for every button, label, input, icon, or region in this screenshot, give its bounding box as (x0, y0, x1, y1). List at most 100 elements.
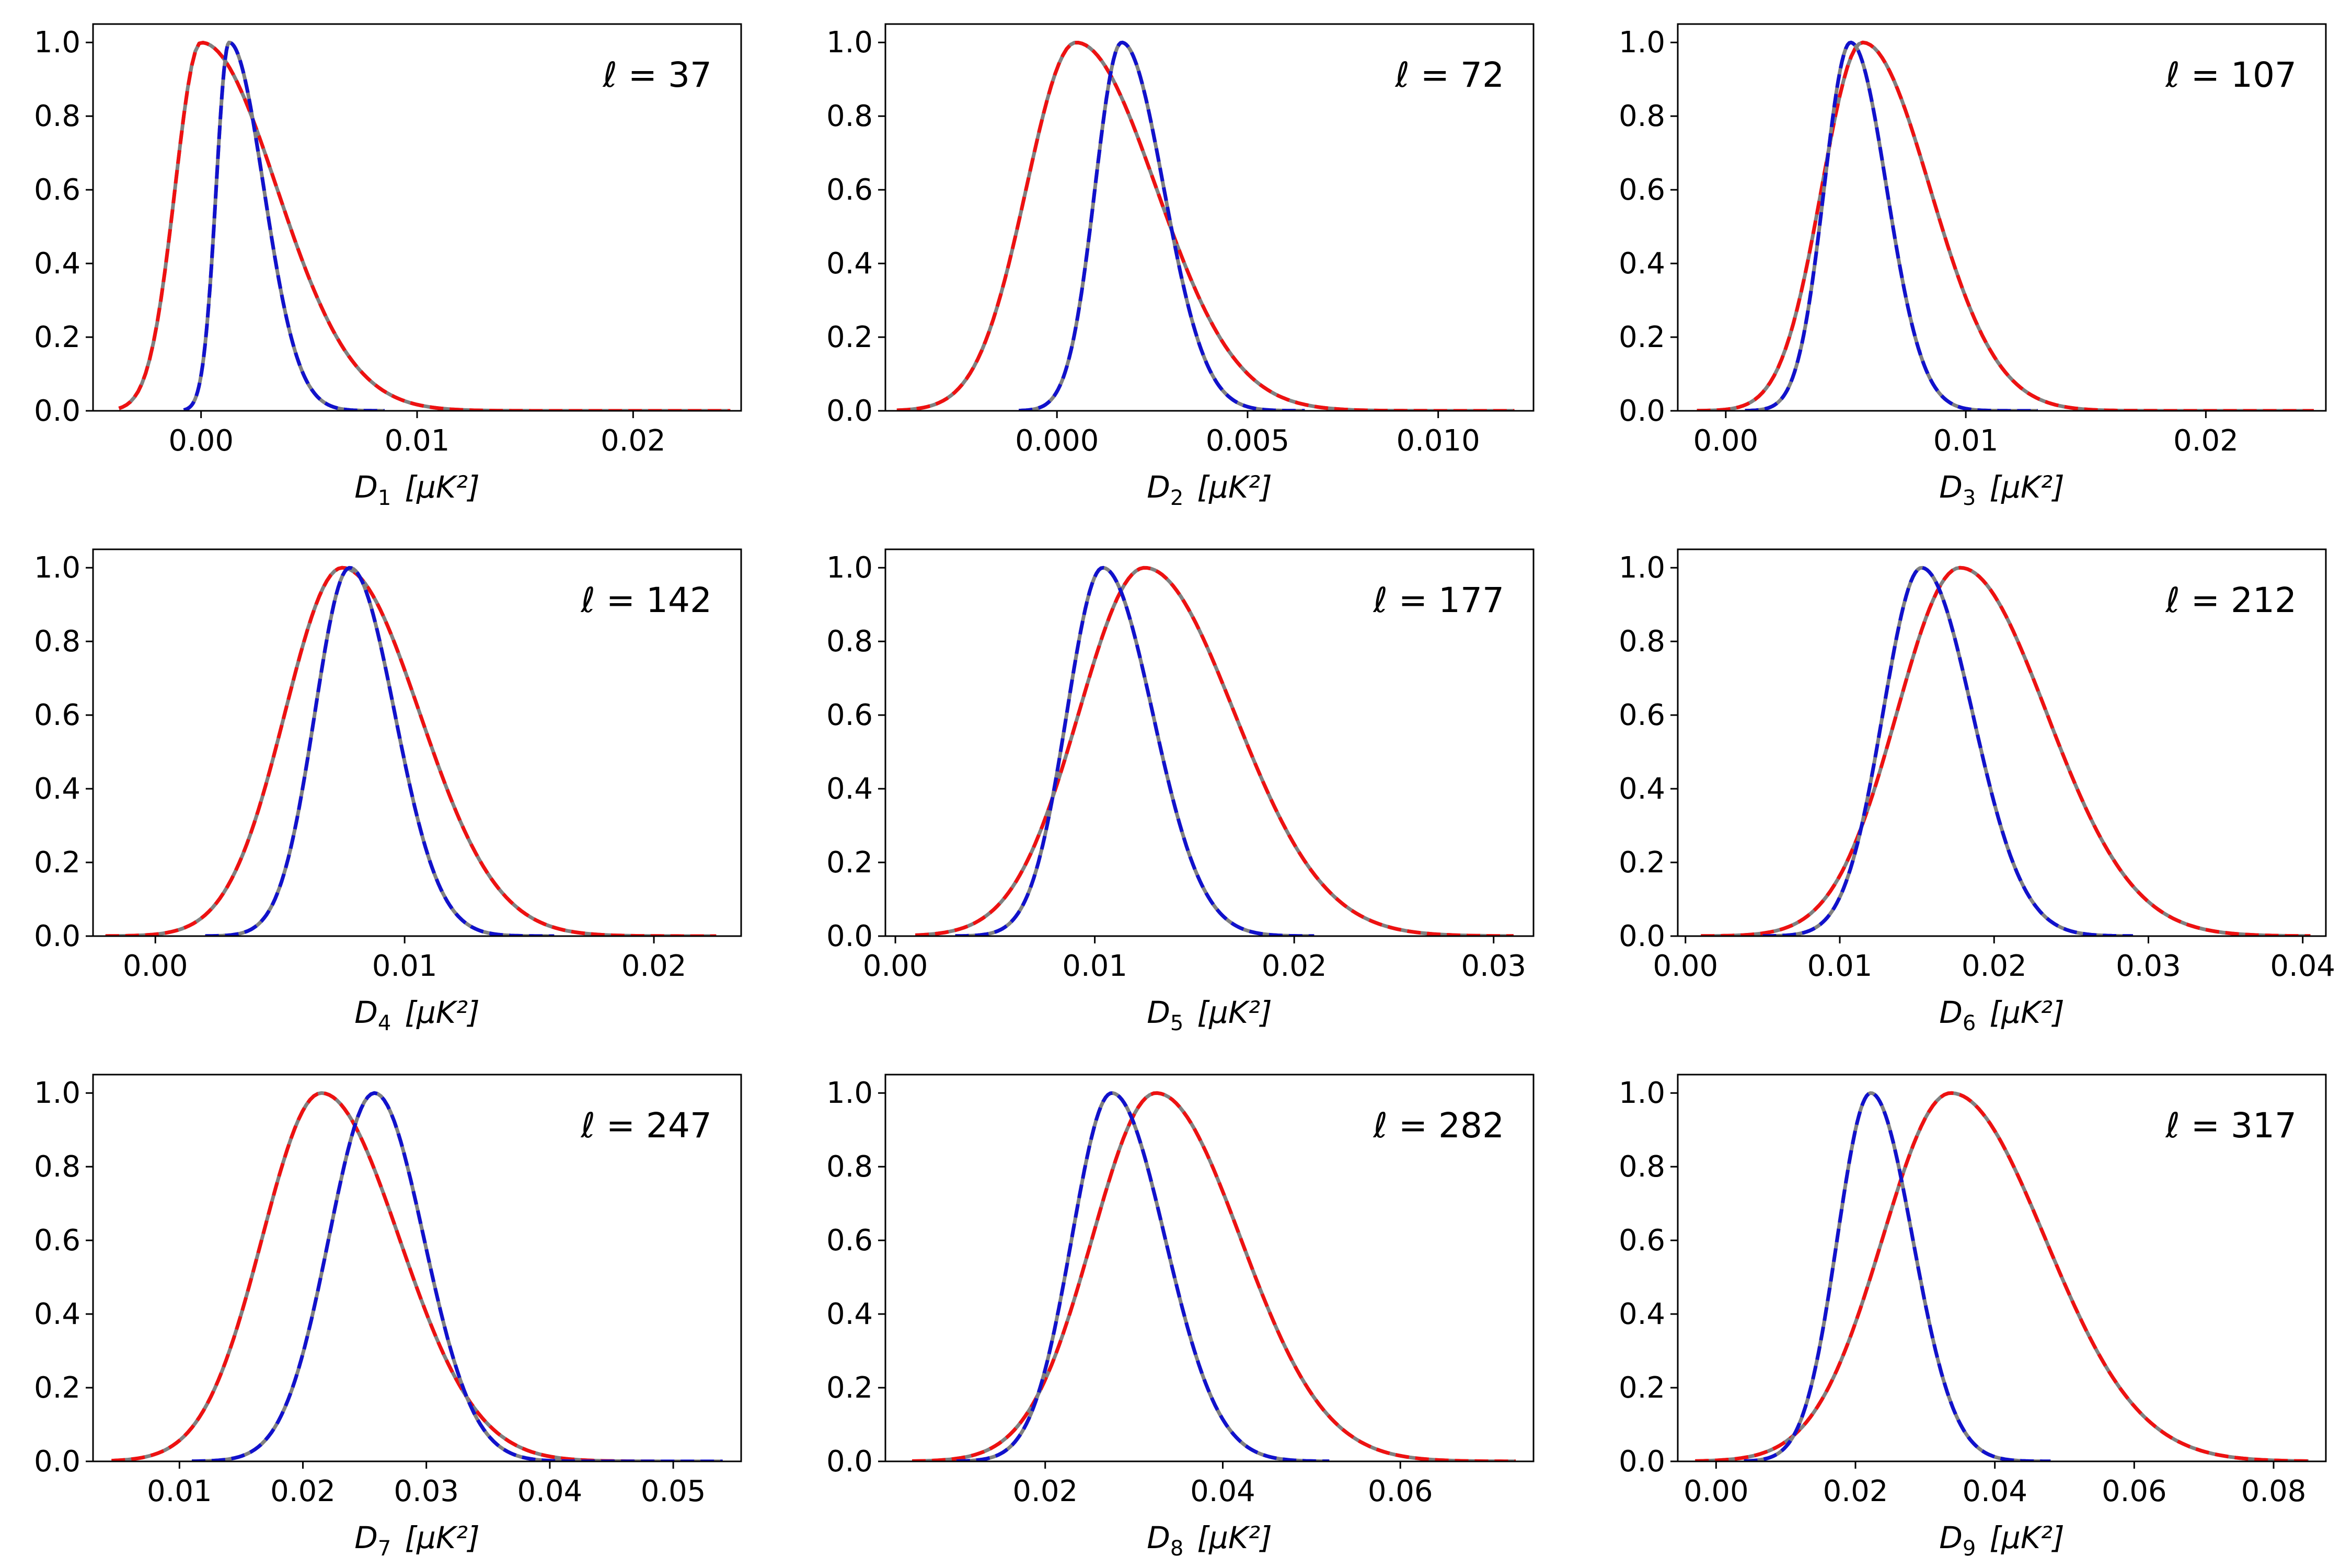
y-tick-label: 0.4 (34, 772, 80, 806)
x-axis-label: D7 [μK²] (354, 1520, 480, 1561)
x-tick-label: 0.06 (1368, 1474, 1433, 1508)
y-tick-label: 0.8 (826, 1150, 873, 1184)
multipole-label: ℓ = 72 (1394, 55, 1504, 95)
y-tick-label: 0.6 (1619, 173, 1665, 207)
y-tick-label: 0.4 (34, 1297, 80, 1331)
multipole-label: ℓ = 142 (581, 580, 712, 620)
y-tick-label: 1.0 (1619, 26, 1665, 60)
y-tick-label: 0.2 (1619, 320, 1665, 354)
series-line-1 (896, 41, 1515, 411)
x-tick-label: 0.010 (1396, 424, 1480, 458)
chart-panel-6: 0.0 0.2 0.4 0.6 0.8 1.0 0.00 0.01 0.02 0.03 0.04 D6… (1619, 548, 2335, 1035)
series-line-1 (118, 41, 731, 411)
y-tick-label: 1.0 (1619, 551, 1665, 585)
plot-frame (92, 1074, 742, 1462)
x-tick-label: 0.02 (1262, 949, 1327, 983)
x-tick-label: 0.04 (2270, 949, 2335, 983)
series-group (1701, 566, 2311, 936)
series-line-3 (1019, 40, 1305, 411)
x-axis-label: D1 [μK²] (354, 469, 480, 510)
multipole-label: ℓ = 177 (1373, 580, 1505, 620)
chart-panel-5: 0.0 0.2 0.4 0.6 0.8 1.0 0.00 0.01 0.02 0.03 D5 [μK²… (826, 548, 1535, 1035)
y-tick-label: 1.0 (34, 1076, 80, 1110)
plot-frame (1677, 1074, 2327, 1462)
x-tick-label: 0.04 (1190, 1474, 1255, 1508)
x-tick-label: 0.00 (123, 949, 188, 983)
x-tick-label: 0.000 (1015, 424, 1099, 458)
y-tick-label: 0.2 (34, 1371, 80, 1405)
y-tick-label: 0.8 (826, 99, 873, 133)
plot-frame (884, 1074, 1535, 1462)
y-tick-label: 0.2 (34, 320, 80, 354)
x-axis-label: D8 [μK²] (1147, 1520, 1272, 1561)
y-tick-label: 0.4 (826, 247, 873, 281)
x-tick-label: 0.01 (1807, 949, 1873, 983)
series-line-2 (1697, 40, 2314, 411)
multipole-label: ℓ = 282 (1373, 1105, 1505, 1146)
chart-panel-2: 0.0 0.2 0.4 0.6 0.8 1.0 0.000 0.005 0.010 D2 [μK²]… (826, 23, 1535, 510)
x-tick-label: 0.02 (1823, 1474, 1888, 1508)
series-group (105, 566, 717, 936)
multipole-label: ℓ = 212 (2165, 580, 2297, 620)
y-tick-label: 1.0 (826, 1076, 873, 1110)
chart-panel-4: 0.0 0.2 0.4 0.6 0.8 1.0 0.00 0.01 0.02 D4 [μK²] ℓ =… (34, 548, 742, 1035)
series-line-1 (111, 1091, 723, 1461)
chart-panel-8: 0.0 0.2 0.4 0.6 0.8 1.0 0.02 0.04 0.06 D8 [μK²] ℓ =… (826, 1074, 1535, 1561)
x-tick-label: 0.005 (1206, 424, 1289, 458)
x-tick-label: 0.03 (1461, 949, 1526, 983)
series-line-4 (191, 1091, 723, 1461)
y-tick-label: 0.2 (826, 1371, 873, 1405)
series-line-1 (1695, 1091, 2309, 1461)
y-tick-label: 0.2 (826, 320, 873, 354)
series-line-1 (105, 566, 717, 936)
series-line-4 (183, 40, 386, 411)
y-tick-label: 0.4 (34, 247, 80, 281)
series-group (118, 40, 731, 411)
y-tick-label: 0.8 (826, 625, 873, 659)
y-tick-label: 0.6 (1619, 698, 1665, 732)
x-tick-label: 0.01 (372, 949, 437, 983)
x-tick-label: 0.02 (270, 1474, 336, 1508)
y-tick-label: 1.0 (34, 26, 80, 60)
multipole-label: ℓ = 37 (602, 55, 712, 95)
y-tick-label: 1.0 (34, 551, 80, 585)
y-tick-label: 0.0 (1619, 919, 1665, 953)
y-tick-label: 0.0 (826, 1445, 873, 1479)
y-tick-label: 0.8 (34, 625, 80, 659)
series-group (1697, 40, 2314, 411)
y-tick-label: 0.0 (1619, 394, 1665, 428)
series-line-3 (191, 1091, 723, 1461)
y-tick-label: 0.6 (826, 1224, 873, 1258)
x-tick-label: 0.02 (621, 949, 687, 983)
series-line-4 (1762, 566, 2134, 936)
y-tick-label: 0.6 (34, 698, 80, 732)
y-tick-label: 0.0 (34, 919, 80, 953)
y-tick-label: 0.6 (34, 1224, 80, 1258)
x-tick-label: 0.02 (601, 424, 666, 458)
x-axis-label: D2 [μK²] (1147, 469, 1272, 510)
x-axis-label: D9 [μK²] (1939, 1520, 2065, 1561)
x-tick-label: 0.04 (517, 1474, 583, 1508)
chart-panel-3: 0.0 0.2 0.4 0.6 0.8 1.0 0.00 0.01 0.02 D3 [μK²] ℓ =… (1619, 23, 2327, 510)
series-line-1 (1697, 40, 2314, 411)
y-tick-label: 0.4 (1619, 247, 1665, 281)
y-tick-label: 1.0 (826, 551, 873, 585)
multipole-label: ℓ = 107 (2165, 55, 2297, 95)
y-tick-label: 0.6 (34, 173, 80, 207)
series-line-2 (896, 41, 1515, 411)
series-line-2 (111, 1091, 723, 1461)
series-line-2 (912, 1091, 1516, 1461)
series-line-3 (955, 566, 1315, 936)
series-line-2 (915, 566, 1514, 936)
chart-panel-7: 0.0 0.2 0.4 0.6 0.8 1.0 0.01 0.02 0.03 0.04 0.05 D7… (34, 1074, 742, 1561)
x-tick-label: 0.00 (1693, 424, 1759, 458)
x-tick-label: 0.03 (394, 1474, 459, 1508)
series-group (896, 40, 1515, 411)
series-line-4 (205, 566, 555, 936)
y-tick-label: 0.4 (826, 772, 873, 806)
series-line-2 (1695, 1091, 2309, 1461)
chart-panel-1: 0.0 0.2 0.4 0.6 0.8 1.0 0.00 0.01 0.02 D1 [μK²] ℓ =… (34, 23, 742, 510)
x-tick-label: 0.00 (168, 424, 234, 458)
x-axis-label: D6 [μK²] (1939, 995, 2065, 1035)
y-tick-label: 0.0 (34, 394, 80, 428)
